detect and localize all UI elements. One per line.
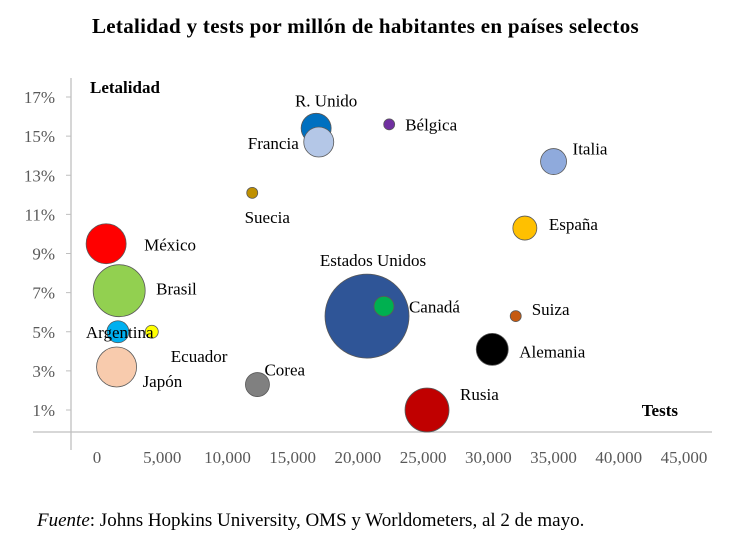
axes: 1% 3% 5% 7% 9% 11% 13% 15% 17% 0 5,000 10,000 15,000… bbox=[24, 78, 712, 467]
bubble bbox=[246, 186, 259, 199]
x-axis-title: Tests bbox=[642, 401, 679, 420]
source-note: Fuente: Johns Hopkins University, OMS y … bbox=[37, 510, 584, 532]
y-tick-label: 15% bbox=[24, 127, 55, 146]
bubbles bbox=[85, 112, 567, 433]
bubble-label: Francia bbox=[248, 134, 299, 153]
bubble bbox=[404, 387, 450, 433]
y-tick-label: 13% bbox=[24, 166, 55, 185]
bubble bbox=[324, 273, 410, 359]
x-tick-label: 15,000 bbox=[269, 448, 316, 467]
bubble bbox=[475, 332, 509, 366]
bubble bbox=[512, 215, 538, 241]
x-tick-label: 35,000 bbox=[530, 448, 577, 467]
bubble-label: Estados Unidos bbox=[320, 251, 426, 270]
y-tick-label: 11% bbox=[24, 205, 55, 224]
y-tick-label: 17% bbox=[24, 88, 55, 107]
bubble bbox=[509, 310, 522, 323]
bubble-label: Brasil bbox=[156, 280, 197, 299]
y-axis-title: Letalidad bbox=[90, 78, 160, 97]
source-prefix: Fuente bbox=[37, 510, 90, 531]
bubble-label: Canadá bbox=[409, 297, 460, 316]
x-tick-label: 40,000 bbox=[595, 448, 642, 467]
y-tick-label: 9% bbox=[32, 245, 55, 264]
bubble-label: Rusia bbox=[460, 385, 499, 404]
bubble-label: España bbox=[549, 215, 599, 234]
bubble-label: Bélgica bbox=[405, 115, 457, 134]
bubble bbox=[540, 148, 567, 175]
y-tick-label: 1% bbox=[32, 401, 55, 420]
bubble bbox=[373, 295, 395, 317]
bubble-label: Alemania bbox=[519, 342, 586, 361]
bubble bbox=[245, 372, 270, 397]
bubble-label: Argentina bbox=[86, 323, 154, 342]
bubble bbox=[106, 320, 130, 344]
x-tick-label: 30,000 bbox=[465, 448, 512, 467]
bubble bbox=[92, 264, 146, 318]
x-tick-label: 25,000 bbox=[400, 448, 447, 467]
x-tick-label: 0 bbox=[93, 448, 102, 467]
bubble-label: R. Unido bbox=[295, 91, 357, 110]
source-text: : Johns Hopkins University, OMS y Worldo… bbox=[89, 510, 585, 531]
bubble-label: Ecuador bbox=[171, 347, 228, 366]
x-tick-label: 10,000 bbox=[204, 448, 251, 467]
y-tick-label: 7% bbox=[32, 284, 55, 303]
bubble bbox=[144, 324, 159, 339]
x-tick-label: 20,000 bbox=[335, 448, 382, 467]
bubble-labels: Estados Unidos Brasil México Japón Rusia R. U… bbox=[86, 91, 608, 404]
y-tick-label: 3% bbox=[32, 362, 55, 381]
bubble-label: México bbox=[144, 236, 196, 255]
bubble bbox=[303, 126, 335, 158]
x-tick-label: 45,000 bbox=[661, 448, 708, 467]
x-tick-label: 5,000 bbox=[143, 448, 181, 467]
y-tick-label: 5% bbox=[32, 323, 55, 342]
bubble bbox=[85, 223, 127, 265]
bubble-label: Italia bbox=[573, 140, 608, 159]
bubble-label: Japón bbox=[143, 372, 183, 391]
bubble bbox=[383, 118, 396, 131]
bubble-label: Suiza bbox=[532, 300, 570, 319]
bubble bbox=[96, 346, 137, 388]
bubble-label: Corea bbox=[264, 361, 305, 380]
bubble-label: Suecia bbox=[245, 208, 291, 227]
chart-title: Letalidad y tests por millón de habitant… bbox=[91, 14, 639, 38]
